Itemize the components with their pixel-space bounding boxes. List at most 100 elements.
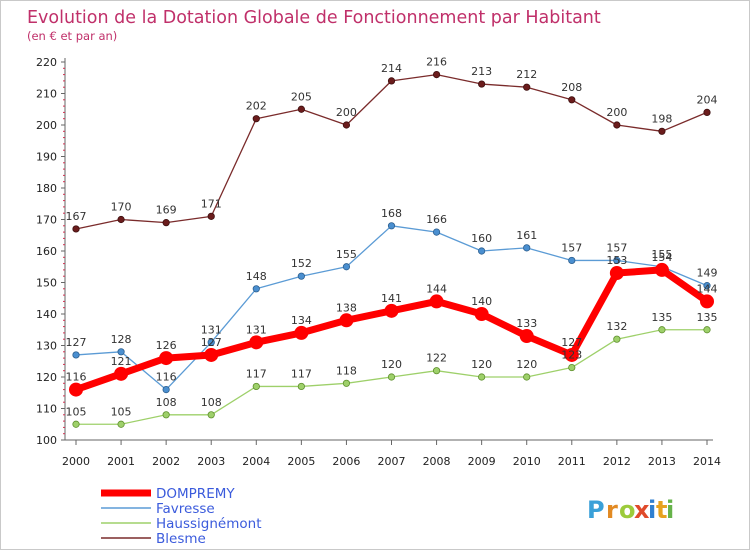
y-tick-label: 160 (36, 245, 57, 258)
data-label-dompremy: 127 (201, 336, 222, 349)
data-label-blesme: 212 (516, 68, 537, 81)
y-tick-label: 100 (36, 434, 57, 447)
chart-title: Evolution de la Dotation Globale de Fonc… (27, 8, 601, 28)
data-label-dompremy: 153 (606, 254, 627, 267)
data-label-favresse: 116 (156, 371, 177, 384)
data-point-dompremy (159, 351, 174, 366)
y-tick-label: 110 (36, 403, 57, 416)
data-point-favresse (162, 385, 170, 394)
data-label-haussign-mont: 132 (606, 320, 627, 333)
data-point-haussign-mont (117, 420, 125, 428)
data-point-haussign-mont (342, 379, 351, 387)
data-point-favresse (523, 244, 531, 252)
x-tick-label: 2011 (558, 455, 586, 468)
data-point-dompremy (339, 313, 354, 328)
data-point-blesme (297, 105, 305, 113)
axes: 100 110 120 130 140 150 160 170 180 190 200 210 220 2… (36, 56, 721, 468)
data-point-dompremy (249, 335, 264, 350)
y-tick-label: 210 (36, 88, 57, 101)
data-label-favresse: 148 (246, 270, 267, 283)
data-point-favresse (342, 263, 351, 271)
x-tick-label: 2001 (107, 455, 135, 468)
data-point-dompremy (474, 307, 489, 321)
data-point-favresse (117, 348, 125, 356)
data-point-dompremy (204, 347, 219, 362)
x-tick-label: 2014 (693, 455, 721, 468)
y-tick-label: 140 (36, 308, 57, 321)
legend-label: DOMPREMY (156, 486, 235, 502)
data-point-dompremy (519, 329, 534, 344)
data-label-haussign-mont: 108 (156, 396, 177, 409)
data-label-favresse: 149 (697, 267, 718, 280)
data-point-blesme (613, 121, 621, 129)
data-label-dompremy: 134 (291, 314, 312, 327)
data-point-blesme (523, 83, 531, 91)
data-label-haussign-mont: 105 (66, 405, 87, 418)
data-point-blesme (387, 77, 396, 85)
data-point-favresse (432, 228, 441, 236)
data-label-blesme: 205 (291, 90, 312, 103)
data-point-favresse (613, 256, 621, 265)
data-point-haussign-mont (387, 373, 396, 381)
data-label-haussign-mont: 135 (697, 311, 718, 324)
data-point-dompremy (429, 294, 444, 309)
data-label-blesme: 216 (426, 56, 447, 69)
data-label-dompremy: 138 (336, 301, 357, 314)
data-point-blesme (162, 219, 170, 227)
data-point-dompremy (700, 294, 714, 309)
legend-label: Blesme (156, 531, 206, 547)
data-label-favresse: 127 (66, 336, 87, 349)
data-label-blesme: 208 (561, 81, 582, 94)
brand-letter: P (587, 496, 605, 524)
data-label-haussign-mont: 120 (381, 358, 402, 371)
data-point-dompremy (114, 366, 129, 381)
data-point-blesme (117, 215, 125, 224)
data-label-blesme: 213 (471, 65, 492, 78)
data-label-blesme: 202 (246, 100, 267, 113)
data-label-blesme: 204 (697, 93, 718, 106)
data-label-favresse: 155 (336, 248, 357, 261)
data-label-blesme: 171 (201, 197, 222, 210)
data-point-haussign-mont (207, 411, 215, 419)
data-point-dompremy (69, 382, 83, 397)
data-point-haussign-mont (703, 326, 711, 334)
y-tick-label: 130 (36, 340, 57, 353)
data-label-favresse: 161 (516, 229, 537, 242)
brand-letter: r (606, 496, 618, 524)
data-label-blesme: 200 (606, 106, 627, 119)
data-point-favresse (703, 282, 711, 290)
data-point-blesme (703, 108, 711, 117)
legend-label: Haussignémont (156, 516, 262, 532)
data-point-blesme (658, 127, 666, 135)
y-tick-label: 190 (36, 151, 57, 164)
data-point-favresse (297, 272, 305, 280)
y-tick-label: 220 (36, 56, 57, 69)
legend-label: Favresse (156, 501, 215, 517)
brand-letter: x (634, 496, 650, 524)
data-point-blesme (478, 80, 486, 88)
data-label-blesme: 198 (651, 112, 672, 125)
y-tick-label: 120 (36, 371, 57, 384)
data-label-haussign-mont: 122 (426, 352, 447, 365)
data-label-favresse: 128 (111, 333, 132, 346)
data-label-haussign-mont: 117 (291, 367, 312, 380)
y-tick-label: 150 (36, 277, 57, 290)
x-tick-label: 2013 (648, 455, 676, 468)
brand-letter: t (656, 496, 667, 524)
x-tick-label: 2007 (378, 455, 406, 468)
data-labels-layer: 167 170 169 171 202 205 200 214 216 213 212 208 200 1… (66, 56, 718, 419)
data-label-favresse: 166 (426, 213, 447, 226)
data-label-favresse: 168 (381, 207, 402, 220)
data-point-haussign-mont (658, 326, 666, 334)
data-point-favresse (72, 351, 80, 359)
data-point-haussign-mont (72, 420, 80, 428)
data-label-dompremy: 121 (111, 355, 132, 368)
data-point-haussign-mont (432, 367, 441, 375)
y-tick-label: 200 (36, 119, 57, 132)
data-label-haussign-mont: 120 (516, 358, 537, 371)
data-label-haussign-mont: 105 (111, 405, 132, 418)
